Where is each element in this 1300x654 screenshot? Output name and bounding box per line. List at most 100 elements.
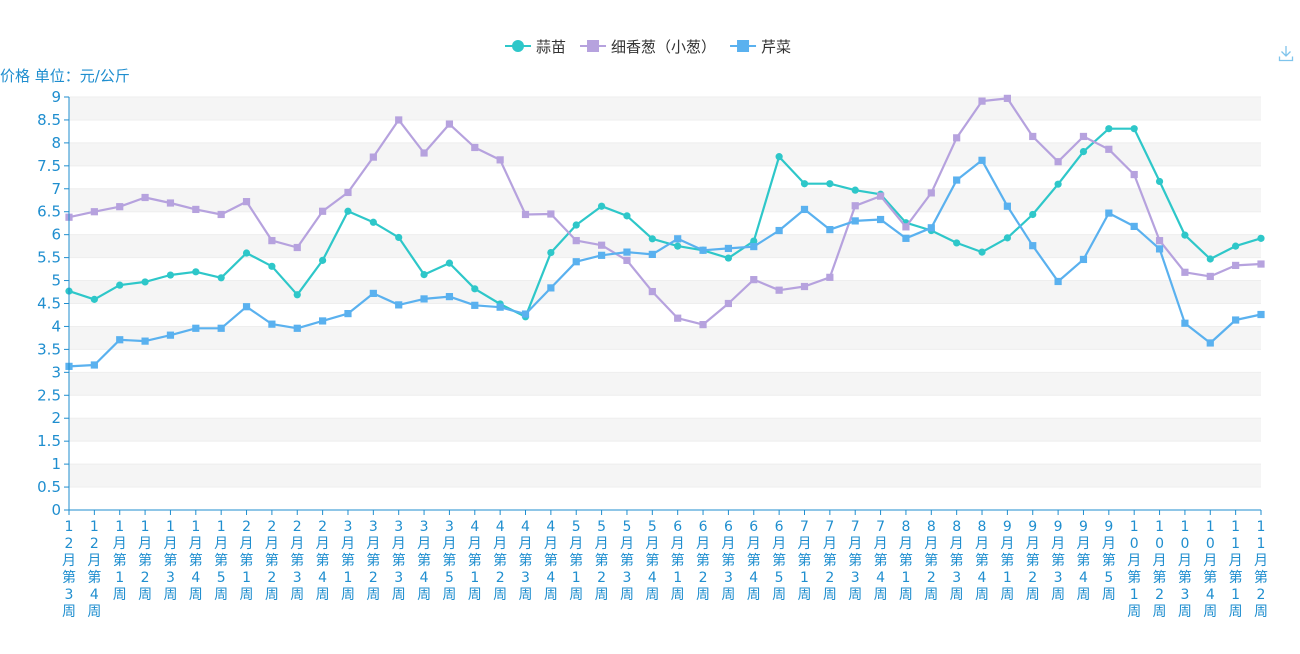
data-point[interactable] (927, 224, 935, 232)
data-point[interactable] (1206, 272, 1214, 281)
data-point[interactable] (597, 251, 606, 259)
data-point[interactable] (319, 317, 327, 325)
data-point[interactable] (141, 193, 149, 202)
data-point[interactable] (242, 303, 251, 311)
data-point[interactable] (750, 242, 758, 251)
data-point[interactable] (116, 281, 124, 289)
data-point[interactable] (471, 285, 479, 293)
data-point[interactable] (826, 180, 834, 188)
data-point[interactable] (750, 237, 758, 245)
legend-item-2[interactable]: 细香葱（小葱） (580, 38, 716, 56)
data-point[interactable] (876, 192, 885, 200)
download-icon[interactable] (1278, 46, 1294, 62)
data-point[interactable] (1206, 339, 1214, 347)
data-point[interactable] (192, 324, 200, 332)
data-point[interactable] (1029, 242, 1037, 250)
data-point[interactable] (547, 284, 555, 292)
data-point[interactable] (141, 278, 149, 286)
data-point[interactable] (217, 324, 225, 332)
data-point[interactable] (699, 321, 707, 329)
data-point[interactable] (1054, 277, 1062, 286)
data-point[interactable] (547, 248, 555, 257)
data-point[interactable] (572, 258, 580, 266)
data-point[interactable] (1079, 255, 1088, 264)
data-point[interactable] (1257, 260, 1265, 268)
data-point[interactable] (623, 212, 631, 220)
data-point[interactable] (420, 149, 428, 157)
data-point[interactable] (851, 186, 859, 194)
data-point[interactable] (1232, 316, 1240, 324)
data-point[interactable] (800, 205, 809, 214)
data-point[interactable] (369, 289, 377, 298)
data-point[interactable] (1079, 132, 1088, 141)
data-point[interactable] (293, 324, 301, 332)
data-point[interactable] (1130, 125, 1138, 133)
data-point[interactable] (674, 242, 682, 250)
data-point[interactable] (1003, 202, 1011, 210)
data-point[interactable] (344, 309, 352, 318)
data-point[interactable] (192, 268, 200, 276)
data-point[interactable] (775, 226, 783, 235)
data-point[interactable] (750, 276, 758, 284)
data-point[interactable] (876, 215, 885, 224)
data-point[interactable] (1003, 234, 1011, 242)
data-point[interactable] (851, 217, 859, 225)
data-point[interactable] (192, 205, 200, 214)
data-point[interactable] (978, 97, 986, 105)
data-point[interactable] (90, 361, 98, 369)
data-point[interactable] (927, 189, 935, 197)
data-point[interactable] (775, 286, 783, 294)
legend-item-3[interactable]: 芹菜 (730, 38, 791, 56)
data-point[interactable] (1181, 268, 1189, 276)
data-point[interactable] (851, 202, 859, 210)
data-point[interactable] (420, 295, 428, 303)
data-point[interactable] (623, 256, 631, 264)
data-point[interactable] (1232, 242, 1240, 250)
data-point[interactable] (775, 153, 783, 161)
data-point[interactable] (116, 336, 124, 344)
data-point[interactable] (902, 223, 910, 231)
data-point[interactable] (648, 235, 656, 243)
data-point[interactable] (1054, 158, 1062, 166)
data-point[interactable] (1105, 209, 1113, 217)
data-point[interactable] (369, 218, 377, 226)
data-point[interactable] (445, 120, 454, 128)
data-point[interactable] (674, 314, 682, 322)
data-point[interactable] (800, 282, 809, 291)
data-point[interactable] (826, 226, 834, 234)
data-point[interactable] (293, 243, 301, 252)
data-point[interactable] (1105, 145, 1113, 153)
data-point[interactable] (978, 156, 986, 164)
data-point[interactable] (1232, 261, 1240, 270)
data-point[interactable] (953, 134, 961, 142)
data-point[interactable] (699, 246, 707, 254)
data-point[interactable] (471, 301, 479, 309)
data-point[interactable] (1155, 245, 1164, 253)
data-point[interactable] (521, 210, 530, 219)
data-point[interactable] (521, 310, 530, 318)
data-point[interactable] (395, 301, 403, 309)
data-point[interactable] (724, 299, 733, 308)
data-point[interactable] (978, 248, 986, 256)
data-point[interactable] (1206, 255, 1214, 263)
data-point[interactable] (166, 199, 175, 207)
data-point[interactable] (648, 250, 656, 258)
data-point[interactable] (1029, 210, 1037, 219)
data-point[interactable] (826, 273, 834, 281)
data-point[interactable] (1181, 319, 1189, 327)
data-point[interactable] (1155, 177, 1164, 186)
data-point[interactable] (1105, 125, 1113, 133)
data-point[interactable] (166, 271, 175, 279)
data-point[interactable] (90, 208, 98, 216)
legend[interactable]: 蒜苗 细香葱（小葱） 芹菜 (505, 38, 791, 56)
data-point[interactable] (648, 287, 656, 296)
data-point[interactable] (1257, 234, 1265, 242)
data-point[interactable] (471, 143, 479, 152)
data-point[interactable] (344, 207, 352, 215)
data-point[interactable] (293, 291, 301, 299)
data-point[interactable] (268, 262, 276, 270)
data-point[interactable] (116, 203, 124, 211)
data-point[interactable] (217, 274, 225, 282)
data-point[interactable] (268, 320, 276, 328)
legend-item-1[interactable]: 蒜苗 (505, 38, 566, 56)
